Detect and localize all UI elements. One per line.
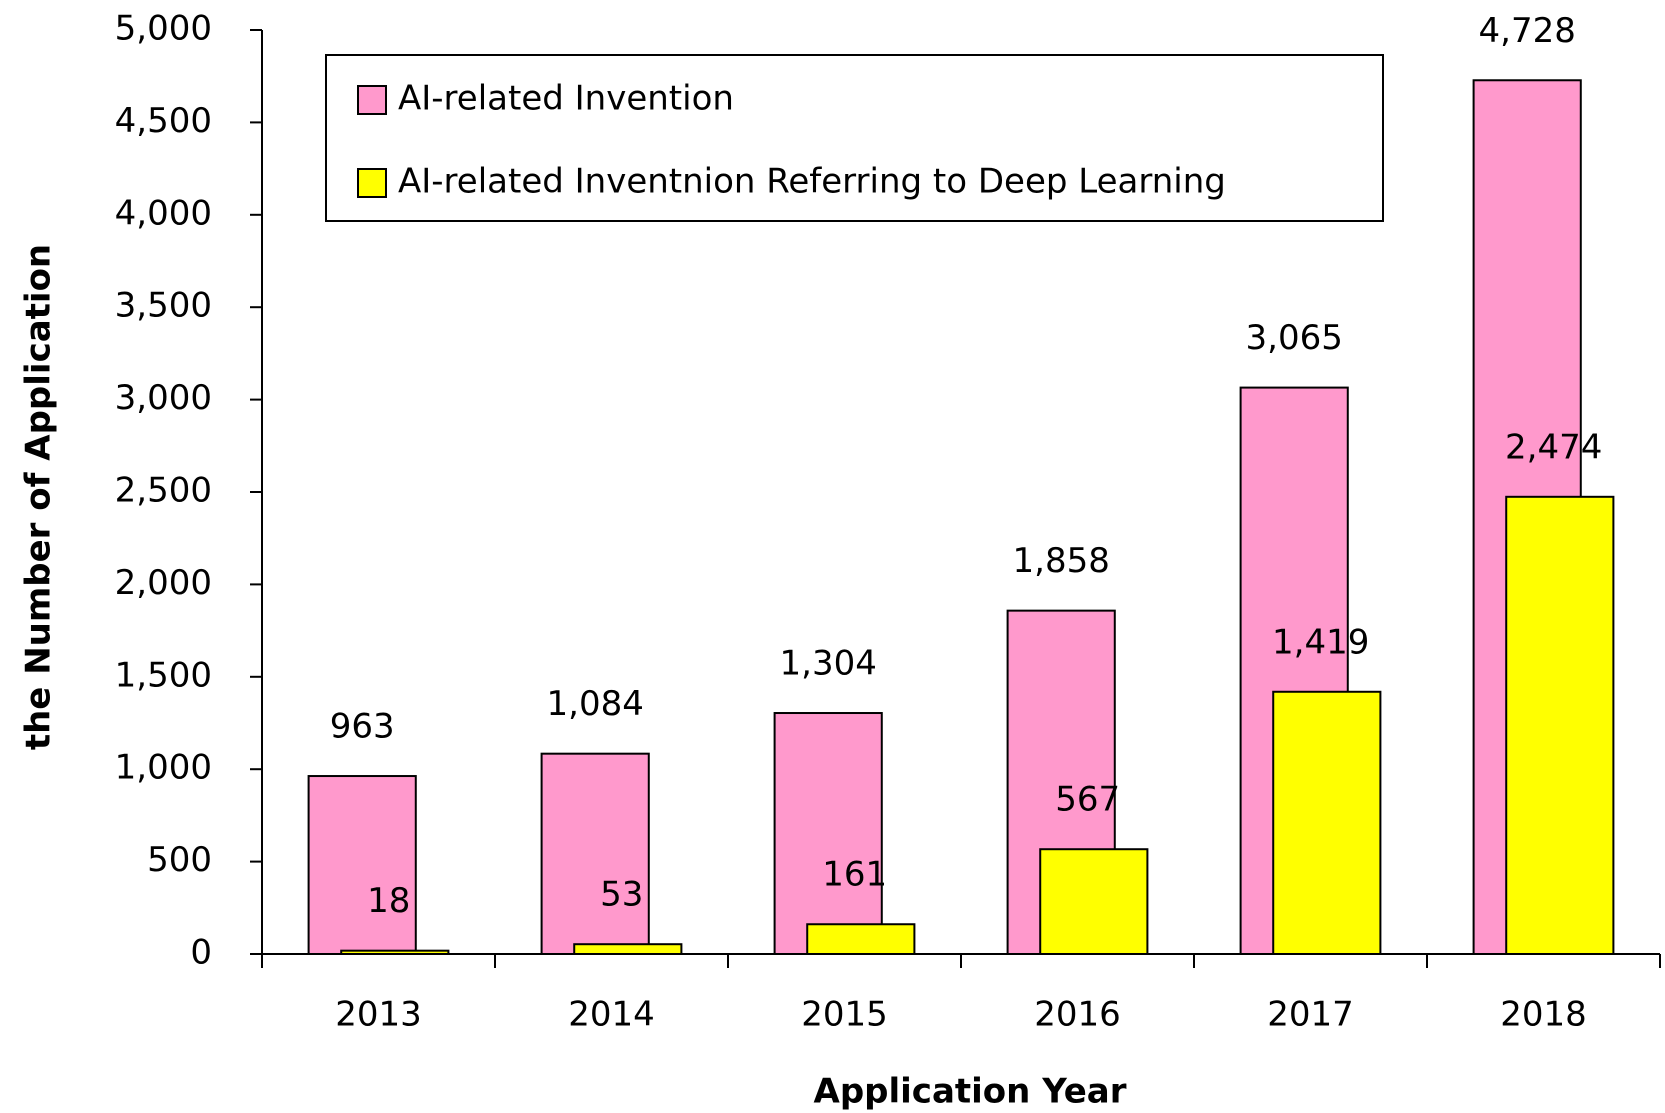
y-tick-label: 1,000 bbox=[115, 748, 212, 788]
x-tick-label: 2018 bbox=[1500, 995, 1587, 1035]
y-tick-label: 0 bbox=[190, 933, 212, 973]
data-label: 1,304 bbox=[780, 644, 877, 684]
y-tick-label: 4,000 bbox=[115, 193, 212, 233]
y-tick-label: 4,500 bbox=[115, 101, 212, 141]
x-tick-label: 2014 bbox=[568, 995, 655, 1035]
x-tick-label: 2015 bbox=[801, 995, 888, 1035]
y-tick-label: 500 bbox=[147, 840, 212, 880]
data-label: 18 bbox=[367, 881, 410, 921]
data-label: 2,474 bbox=[1505, 427, 1602, 467]
data-label: 161 bbox=[822, 855, 887, 895]
bar bbox=[540, 752, 650, 956]
y-tick-label: 2,500 bbox=[115, 471, 212, 511]
legend-label: AI-related Invention bbox=[398, 79, 734, 119]
y-tick-label: 3,000 bbox=[115, 378, 212, 418]
data-label: 4,728 bbox=[1479, 11, 1576, 51]
data-label: 1,858 bbox=[1013, 541, 1110, 581]
bar bbox=[340, 949, 450, 955]
x-tick-label: 2013 bbox=[335, 995, 422, 1035]
data-label: 1,084 bbox=[547, 684, 644, 724]
x-axis-title: Application Year bbox=[814, 1072, 1127, 1112]
bar bbox=[1505, 495, 1615, 955]
legend-swatch bbox=[357, 168, 387, 198]
bar bbox=[1272, 690, 1382, 955]
bar bbox=[307, 775, 417, 955]
x-tick-label: 2016 bbox=[1034, 995, 1121, 1035]
bar bbox=[1039, 848, 1149, 955]
bar bbox=[806, 923, 916, 955]
y-tick-label: 3,500 bbox=[115, 286, 212, 326]
bar bbox=[773, 712, 883, 956]
bar bbox=[573, 943, 683, 956]
legend-swatch bbox=[357, 85, 387, 115]
data-label: 3,065 bbox=[1246, 318, 1343, 358]
data-label: 53 bbox=[600, 875, 643, 915]
legend-label: AI-related Inventnion Referring to Deep … bbox=[398, 162, 1226, 202]
data-label: 1,419 bbox=[1272, 622, 1369, 662]
y-tick-label: 1,500 bbox=[115, 655, 212, 695]
x-tick-label: 2017 bbox=[1267, 995, 1354, 1035]
legend-box bbox=[325, 54, 1384, 222]
y-axis-title: the Number of Application bbox=[19, 244, 59, 750]
y-tick-label: 5,000 bbox=[115, 9, 212, 49]
data-label: 963 bbox=[330, 707, 395, 747]
data-label: 567 bbox=[1055, 780, 1120, 820]
y-tick-label: 2,000 bbox=[115, 563, 212, 603]
